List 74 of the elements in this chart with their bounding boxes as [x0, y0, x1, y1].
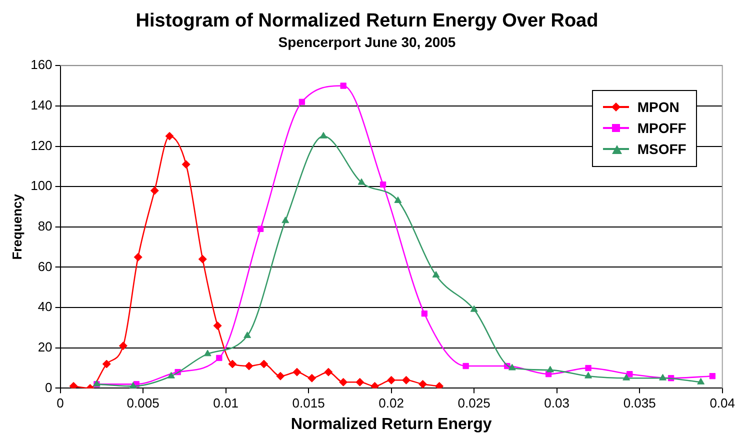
point — [216, 354, 222, 362]
point — [308, 374, 316, 382]
point — [432, 271, 440, 278]
point — [622, 374, 630, 380]
point — [69, 382, 78, 388]
y-tick-label: 100 — [30, 178, 52, 194]
point — [182, 160, 190, 169]
point — [418, 380, 428, 388]
point — [260, 360, 268, 368]
point — [370, 382, 380, 388]
y-tick-label: 0 — [45, 380, 52, 395]
point — [276, 372, 285, 380]
point — [402, 376, 410, 384]
chart-title: Histogram of Normalized Return Energy Over Road — [136, 10, 598, 32]
point — [292, 368, 302, 376]
point — [118, 342, 128, 350]
x-tick-label: 0.04 — [710, 396, 736, 411]
point — [102, 360, 111, 368]
point — [204, 350, 212, 356]
point — [129, 382, 137, 388]
x-tick-label: 0.015 — [292, 396, 325, 411]
x-tick-label: 0.005 — [126, 396, 160, 411]
point — [462, 362, 469, 370]
point — [659, 374, 666, 380]
y-tick-label: 80 — [38, 218, 52, 234]
y-tick-label: 160 — [30, 57, 52, 72]
point — [339, 378, 348, 386]
point — [697, 378, 705, 384]
x-tick-label: 0.03 — [544, 396, 570, 411]
point — [470, 305, 478, 312]
point — [213, 321, 222, 330]
point — [320, 132, 328, 138]
y-tick-label: 60 — [38, 258, 52, 274]
point — [282, 216, 290, 224]
point — [546, 366, 554, 372]
point — [198, 254, 207, 264]
point — [324, 368, 333, 376]
legend-label: MSOFF — [637, 141, 686, 158]
point — [298, 98, 306, 105]
point — [380, 181, 386, 188]
point — [356, 378, 364, 386]
x-axis-title: Normalized Return Energy — [290, 416, 492, 433]
y-tick-label: 40 — [38, 299, 52, 314]
point — [165, 132, 174, 140]
x-tick-label: 0 — [56, 396, 64, 411]
chart-subtitle: Spencerport June 30, 2005 — [278, 34, 456, 50]
point — [584, 372, 592, 378]
point — [167, 372, 175, 378]
legend-label: MPOFF — [637, 120, 686, 136]
x-tick-label: 0.02 — [378, 396, 404, 411]
point — [508, 364, 516, 370]
point — [340, 82, 346, 89]
point — [244, 362, 254, 370]
point — [244, 332, 252, 338]
point — [228, 360, 237, 368]
point — [150, 186, 159, 195]
point — [358, 178, 366, 185]
point — [585, 364, 592, 372]
point — [394, 196, 402, 203]
y-tick-label: 120 — [30, 138, 52, 153]
x-tick-label: 0.01 — [213, 396, 238, 411]
point — [709, 373, 716, 380]
legend-label: MPON — [637, 99, 680, 116]
point — [387, 376, 396, 384]
point — [421, 310, 428, 317]
point — [435, 382, 444, 388]
y-tick-label: 20 — [38, 339, 52, 354]
y-tick-label: 140 — [30, 98, 52, 113]
x-tick-label: 0.035 — [623, 396, 656, 411]
x-tick-label: 0.025 — [458, 396, 490, 411]
point — [257, 226, 264, 232]
point — [626, 371, 633, 378]
y-axis-title: Frequency — [9, 193, 24, 260]
point — [134, 252, 142, 262]
